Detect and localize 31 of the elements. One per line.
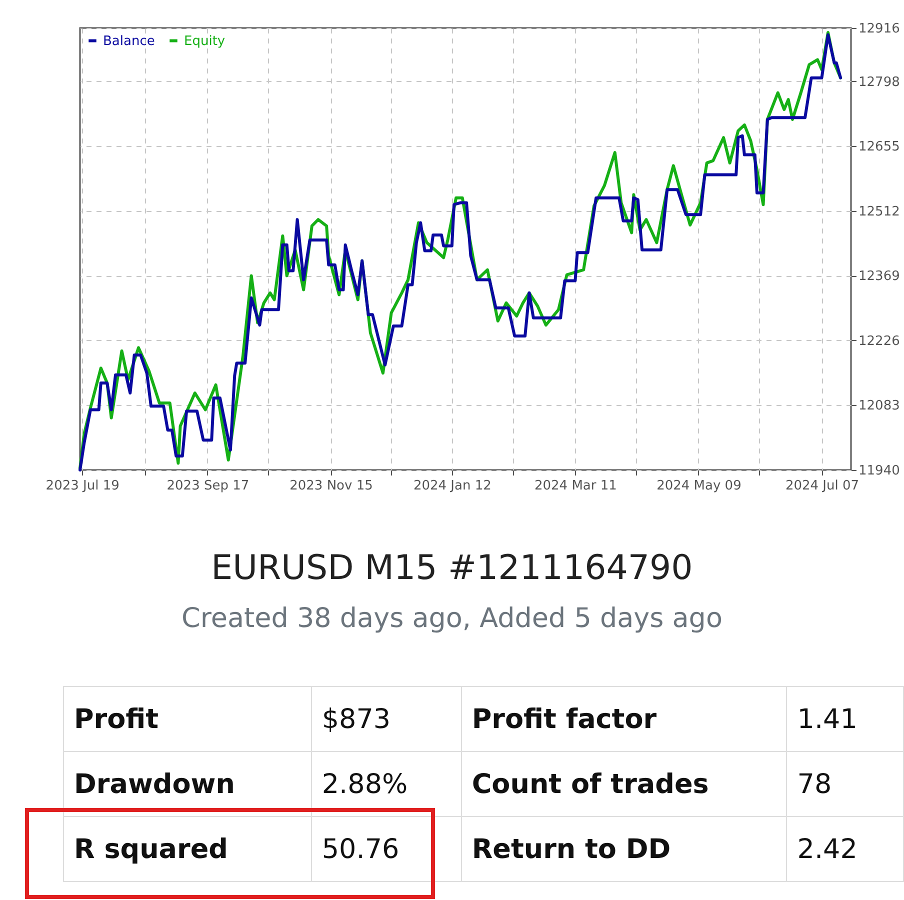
y-tick-label: 12512 bbox=[858, 204, 900, 220]
x-tick-label: 2024 May 09 bbox=[656, 478, 742, 494]
y-tick-label: 12083 bbox=[858, 398, 900, 414]
x-tick-label: 2023 Nov 15 bbox=[290, 478, 373, 494]
text: 2.42 bbox=[786, 816, 904, 882]
text: 78 bbox=[786, 752, 904, 816]
y-tick-label: 11940 bbox=[858, 464, 900, 478]
x-tick-label: 2024 Jul 07 bbox=[785, 478, 860, 494]
text: Profit bbox=[64, 686, 312, 752]
text: Profit factor bbox=[461, 686, 787, 752]
y-tick-label: 12916 bbox=[858, 22, 900, 36]
text: 50.76 bbox=[311, 816, 462, 882]
y-tick-label: 12655 bbox=[858, 140, 900, 155]
text: $873 bbox=[311, 686, 462, 752]
x-tick-label: 2023 Sep 17 bbox=[166, 478, 250, 494]
x-tick-label: 2023 Jul 19 bbox=[46, 478, 120, 494]
y-tick-label: 12226 bbox=[858, 334, 900, 349]
text: Count of trades bbox=[461, 752, 787, 816]
text: Drawdown bbox=[64, 752, 312, 816]
text: Return to DD bbox=[461, 816, 787, 882]
x-tick-label: 2024 Mar 11 bbox=[534, 478, 617, 494]
text: 2.88% bbox=[311, 752, 462, 816]
legend-label: Equity bbox=[184, 34, 226, 49]
legend-label: Balance bbox=[103, 34, 155, 49]
y-tick-label: 12798 bbox=[858, 74, 900, 90]
x-tick-label: 2024 Jan 12 bbox=[413, 478, 492, 494]
text: EURUSD M15 #1211164790 bbox=[210, 548, 694, 588]
y-tick-label: 12369 bbox=[858, 269, 900, 284]
text: R squared bbox=[64, 816, 312, 882]
text: Created 38 days ago, Added 5 days ago bbox=[180, 603, 724, 634]
text: 1.41 bbox=[786, 686, 904, 752]
